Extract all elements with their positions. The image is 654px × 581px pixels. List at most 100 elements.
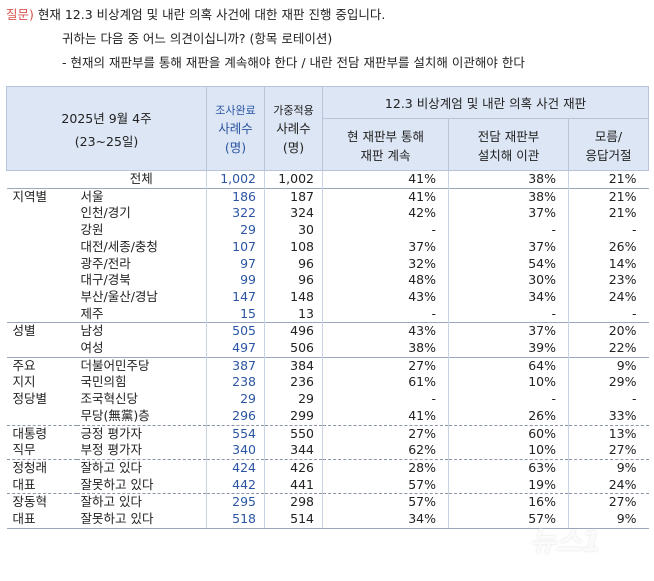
samples-header-l2: 사례수 bbox=[218, 120, 253, 136]
subgroup-label: 부정 평가자 bbox=[80, 442, 142, 458]
pct-unknown: - bbox=[568, 305, 649, 323]
weighted-count: 236 bbox=[264, 374, 323, 392]
weighted-count: 324 bbox=[264, 205, 323, 223]
weighted-header-l3: (명) bbox=[282, 139, 305, 155]
pct-continue: 41% bbox=[322, 170, 449, 189]
weighted-count: 148 bbox=[264, 288, 323, 306]
pct-continue: 48% bbox=[322, 272, 449, 289]
sample-count: 186 bbox=[206, 187, 265, 206]
subgroup-label: 대구/경북 bbox=[80, 272, 131, 288]
sample-count: 322 bbox=[206, 205, 265, 223]
table-row: 여성 497 506 38% 39% 22% bbox=[7, 340, 649, 358]
subgroup-label: 남성 bbox=[76, 322, 207, 341]
option-1-l1: 현 재판부 통해 bbox=[347, 128, 424, 144]
sample-count: 554 bbox=[206, 424, 265, 443]
weighted-count: 96 bbox=[264, 272, 323, 289]
sample-count: 340 bbox=[206, 442, 265, 460]
option-3-l1: 모름/ bbox=[594, 128, 623, 144]
subgroup-label: 잘하고 있다 bbox=[76, 458, 207, 477]
pct-unknown: 21% bbox=[568, 187, 649, 206]
table-row: 정청래 잘하고 있다 424 426 28% 63% 9% bbox=[6, 458, 649, 477]
pct-transfer: 16% bbox=[448, 493, 569, 512]
sample-count: 295 bbox=[206, 493, 265, 512]
subgroup-label: 더불어민주당 bbox=[76, 356, 207, 375]
pct-continue: 28% bbox=[322, 458, 449, 477]
question-line-2: 귀하는 다음 중 어느 의견이십니까? (항목 로테이션) bbox=[62, 31, 333, 46]
weighted-count: 96 bbox=[264, 255, 323, 273]
group-label bbox=[7, 340, 77, 357]
survey-table: 2025년 9월 4주 (23~25일) 조사완료 사례수 (명) 가중적용 사… bbox=[5, 86, 650, 529]
group-header: 12.3 비상계엄 및 내란 의혹 사건 재판 bbox=[322, 86, 650, 119]
option-2-l2: 설치해 이관 bbox=[477, 147, 540, 163]
pct-continue: 34% bbox=[322, 511, 449, 529]
pct-continue: 27% bbox=[322, 424, 449, 443]
table-row: 대표 잘못하고 있다 442 441 57% 19% 24% bbox=[7, 476, 649, 494]
sample-count: 29 bbox=[206, 222, 265, 239]
table-row: 성별 남성 505 496 43% 37% 20% bbox=[6, 322, 649, 341]
option-2-l1: 전담 재판부 bbox=[477, 128, 540, 144]
sample-count: 99 bbox=[206, 272, 265, 289]
group-label bbox=[7, 256, 77, 273]
pct-transfer: 64% bbox=[448, 356, 569, 375]
pct-continue: - bbox=[322, 305, 449, 323]
pct-unknown: 27% bbox=[568, 493, 649, 512]
pct-continue: 32% bbox=[322, 255, 449, 273]
subgroup-label: 대전/세종/충청 bbox=[80, 238, 158, 254]
weighted-header-l1: 가중적용 bbox=[273, 103, 314, 117]
pct-unknown: 24% bbox=[568, 288, 649, 306]
period-dates: (23~25일) bbox=[74, 133, 139, 149]
group-label: 정당별 bbox=[12, 391, 48, 407]
subgroup-label: 부산/울산/경남 bbox=[80, 288, 158, 304]
pct-transfer: 60% bbox=[448, 424, 569, 443]
sample-count: 518 bbox=[206, 511, 265, 529]
pct-continue: 61% bbox=[322, 374, 449, 392]
group-label bbox=[6, 170, 77, 189]
sample-count: 497 bbox=[206, 340, 265, 358]
option-3-header: 모름/ 응답거절 bbox=[568, 118, 650, 171]
group-label bbox=[7, 222, 77, 239]
pct-unknown: 29% bbox=[568, 374, 649, 392]
table-row: 무당(無黨)층 296 299 41% 26% 33% bbox=[7, 407, 649, 426]
weighted-count: 13 bbox=[264, 305, 323, 323]
period-title: 2025년 9월 4주 bbox=[61, 110, 152, 126]
weighted-header-l2: 사례수 bbox=[276, 120, 311, 136]
pct-unknown: 24% bbox=[568, 476, 649, 494]
subgroup-label: 잘못하고 있다 bbox=[76, 511, 207, 529]
pct-transfer: 26% bbox=[448, 407, 569, 426]
pct-unknown: 20% bbox=[568, 322, 649, 341]
weighted-count: 298 bbox=[264, 493, 323, 512]
option-2-header: 전담 재판부 설치해 이관 bbox=[448, 118, 570, 171]
question-label: 질문) bbox=[6, 7, 34, 22]
weighted-count: 550 bbox=[264, 424, 323, 443]
pct-continue: 38% bbox=[322, 340, 449, 358]
sample-count: 147 bbox=[206, 288, 265, 306]
news-watermark: 뉴스1 bbox=[530, 525, 602, 558]
sample-count: 29 bbox=[206, 391, 265, 408]
sample-count: 107 bbox=[206, 238, 265, 256]
sample-count: 424 bbox=[206, 458, 265, 477]
samples-header-l3: (명) bbox=[224, 139, 247, 155]
group-label: 대통령 bbox=[6, 424, 77, 443]
pct-transfer: 37% bbox=[448, 322, 569, 341]
weighted-count: 384 bbox=[264, 356, 323, 375]
pct-transfer: 39% bbox=[448, 340, 569, 358]
table-body: 전체 1,002 1,002 41% 38% 21% 지역별 서울 186 187 41% 38% 21… bbox=[6, 170, 649, 529]
pct-continue: 62% bbox=[322, 442, 449, 460]
weighted-count: 29 bbox=[264, 391, 323, 408]
subgroup-label: 잘못하고 있다 bbox=[80, 476, 154, 492]
pct-transfer: 63% bbox=[448, 458, 569, 477]
pct-unknown: 26% bbox=[568, 238, 649, 256]
question-line-3: - 현재의 재판부를 통해 재판을 계속해야 한다 / 내란 전담 재판부를 설… bbox=[62, 55, 525, 70]
table-row: 장동혁 잘하고 있다 295 298 57% 16% 27% bbox=[6, 493, 649, 512]
subgroup-label: 광주/전라 bbox=[80, 255, 131, 271]
group-label bbox=[7, 205, 77, 222]
pct-continue: 41% bbox=[322, 187, 449, 206]
pct-continue: 27% bbox=[322, 356, 449, 375]
pct-continue: 43% bbox=[322, 288, 449, 306]
pct-unknown: - bbox=[568, 391, 649, 408]
table-row: 강원 29 30- - - bbox=[7, 222, 649, 239]
weighted-count: 506 bbox=[264, 340, 323, 358]
table-row: 대전/세종/충청 107 108 37% 37% 26% bbox=[7, 238, 649, 256]
pct-unknown: 21% bbox=[568, 205, 649, 223]
table-row: 대구/경북 99 96 48% 30% 23% bbox=[7, 272, 649, 289]
